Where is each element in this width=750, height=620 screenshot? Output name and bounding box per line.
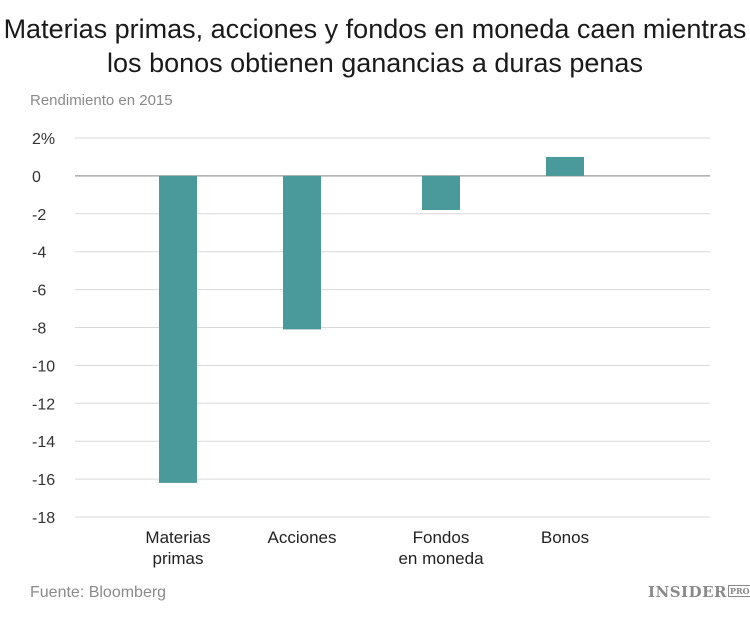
y-tick-label: -4 [32, 245, 46, 262]
bar [283, 175, 321, 330]
y-tick-label: -18 [32, 510, 55, 527]
chart-subtitle: Rendimiento en 2015 [30, 92, 173, 109]
x-category-label: Fondos en moneda [398, 528, 484, 568]
y-tick-label: -10 [32, 358, 55, 375]
bar [422, 175, 460, 211]
y-tick-label: -2 [32, 207, 46, 224]
brand-suffix: PRO [727, 585, 750, 597]
y-tick-label: 0 [32, 169, 41, 186]
y-tick-label: -12 [32, 396, 55, 413]
source-note: Fuente: Bloomberg [30, 584, 167, 601]
y-tick-label: -14 [32, 434, 55, 451]
y-tick-label: -6 [32, 283, 46, 300]
x-category-label: Acciones [268, 528, 337, 547]
brand-logo: INSIDER PRO [648, 583, 750, 601]
y-tick-label: -8 [32, 321, 46, 338]
y-tick-label: 2% [32, 131, 55, 148]
chart-title-line-2: los bonos obtienen ganancias a duras pen… [107, 48, 643, 78]
x-category-label: Bonos [541, 528, 589, 547]
x-category-label: Materias primas [145, 528, 210, 568]
chart-title: Materias primas, acciones y fondos en mo… [0, 12, 750, 80]
bar [546, 156, 584, 176]
brand-name: INSIDER [648, 583, 727, 601]
chart-title-line-1: Materias primas, acciones y fondos en mo… [3, 14, 747, 44]
y-tick-label: -16 [32, 472, 55, 489]
bar [159, 175, 197, 483]
